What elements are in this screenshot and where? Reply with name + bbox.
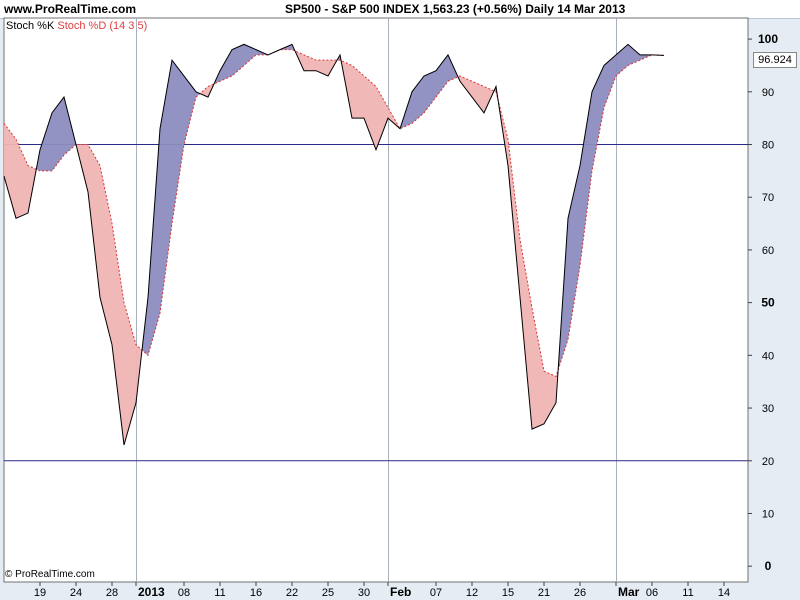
copyright-text: © ProRealTime.com xyxy=(5,569,95,580)
x-tick-label-19: 14 xyxy=(718,587,730,599)
fill-segment-0 xyxy=(4,123,16,219)
x-tick-label-11: 07 xyxy=(430,587,442,599)
y-tick-label-3: 30 xyxy=(762,403,774,415)
site-url[interactable]: www.ProRealTime.com xyxy=(4,2,137,16)
legend-k-label: Stoch %K xyxy=(6,20,55,32)
x-tick-label-2: 28 xyxy=(106,587,118,599)
fill-segment-50 xyxy=(604,54,616,108)
fill-segment-31 xyxy=(376,86,388,150)
fill-segment-13 xyxy=(160,60,172,314)
fill-segment-9 xyxy=(112,223,124,445)
fill-segment-42 xyxy=(508,139,520,298)
fill-segment-27a xyxy=(328,60,337,76)
fill-segment-25 xyxy=(304,54,316,71)
x-tick-label-18: 11 xyxy=(682,587,693,599)
fill-segment-43 xyxy=(520,239,532,430)
fill-segment-52 xyxy=(628,44,640,66)
fill-segment-12 xyxy=(148,128,160,356)
chart-header: www.ProRealTime.com SP500 - S&P 500 INDE… xyxy=(0,0,800,19)
fill-segment-44 xyxy=(532,307,544,430)
x-tick-label-8: 25 xyxy=(322,587,334,599)
x-tick-label-15: 26 xyxy=(574,587,586,599)
x-tick-label-10: Feb xyxy=(390,585,411,599)
fill-segment-1 xyxy=(16,139,28,219)
legend-d-label: Stoch %D (14 3 5) xyxy=(57,20,148,32)
fill-segment-49 xyxy=(592,65,604,171)
fill-segment-14 xyxy=(172,60,184,224)
fill-segment-39 xyxy=(472,81,484,113)
x-tick-label-1: 24 xyxy=(70,587,82,599)
y-tick-label-7: 70 xyxy=(762,192,774,204)
fill-segment-45 xyxy=(544,371,556,424)
fill-segment-3 xyxy=(40,112,52,171)
x-tick-label-14: 21 xyxy=(538,587,550,599)
fill-segment-48 xyxy=(580,91,592,266)
fill-segment-47 xyxy=(568,165,580,340)
x-tick-label-9: 30 xyxy=(358,587,370,599)
fill-segment-19 xyxy=(232,44,244,76)
y-tick-label-4: 40 xyxy=(762,350,774,362)
fill-segment-20 xyxy=(244,44,256,66)
fill-segment-30 xyxy=(364,75,376,150)
x-tick-label-6: 16 xyxy=(250,587,262,599)
chart-legend: Stoch %K Stoch %D (14 3 5) xyxy=(6,20,147,32)
x-tick-label-7: 22 xyxy=(286,587,298,599)
y-tick-label-2: 20 xyxy=(762,456,774,468)
fill-segment-10 xyxy=(124,302,136,445)
fill-segment-38 xyxy=(460,75,472,98)
fill-segment-29 xyxy=(352,65,364,119)
fill-segment-16b xyxy=(200,86,208,98)
fill-segment-7 xyxy=(88,144,100,298)
x-tick-label-13: 15 xyxy=(502,587,514,599)
fill-segment-18 xyxy=(220,49,232,82)
y-tick-label-0: 0 xyxy=(765,559,772,573)
x-tick-label-12: 12 xyxy=(466,587,478,599)
x-tick-label-16: Mar xyxy=(618,585,640,599)
last-value-badge: 96.924 xyxy=(753,52,797,68)
y-tick-label-8: 80 xyxy=(762,140,774,152)
x-tick-label-3: 2013 xyxy=(138,585,165,599)
x-tick-label-4: 08 xyxy=(178,587,190,599)
x-tick-label-17: 06 xyxy=(646,587,658,599)
x-tick-label-0: 19 xyxy=(34,587,46,599)
x-tick-label-5: 11 xyxy=(214,587,225,599)
y-tick-label-10: 100 xyxy=(758,32,778,46)
fill-segment-5 xyxy=(64,97,76,156)
fill-segment-15 xyxy=(184,75,196,145)
y-tick-label-5: 50 xyxy=(761,296,775,310)
series-k-line xyxy=(3,43,665,446)
fill-segment-35 xyxy=(424,70,436,113)
fill-segment-8 xyxy=(100,165,112,345)
fill-segment-36 xyxy=(436,54,448,98)
y-tick-label-1: 10 xyxy=(762,508,774,520)
chart-title: SP500 - S&P 500 INDEX 1,563.23 (+0.56%) … xyxy=(285,2,626,16)
y-tick-label-9: 90 xyxy=(762,87,774,99)
y-tick-label-6: 60 xyxy=(762,245,774,257)
fill-segment-4 xyxy=(52,97,64,171)
